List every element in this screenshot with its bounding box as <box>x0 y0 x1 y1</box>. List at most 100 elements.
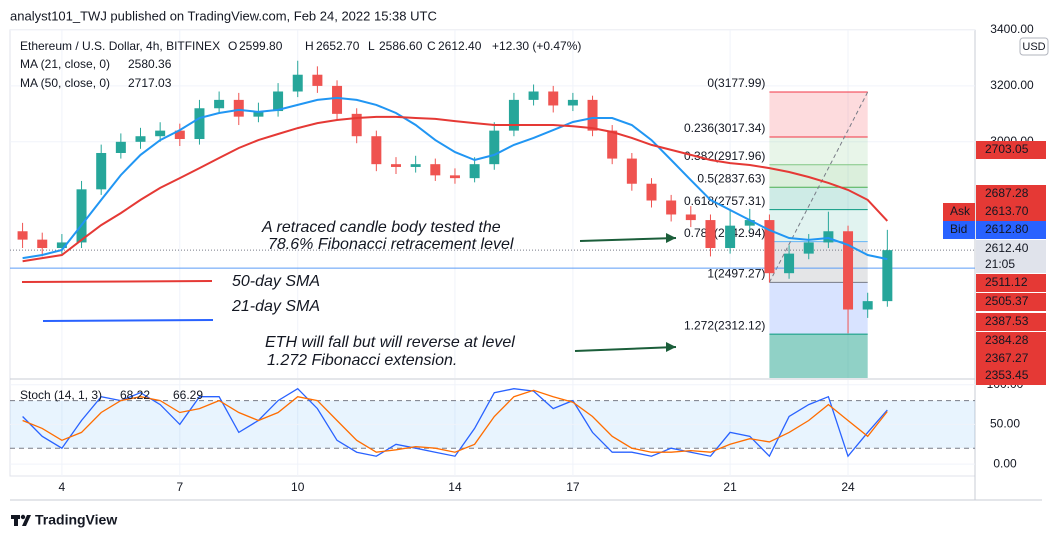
price-badge <box>976 293 1046 311</box>
candle-body <box>567 99 578 106</box>
quote-change: +12.30 (+0.47%) <box>492 39 581 53</box>
candle-body <box>37 239 48 249</box>
x-tick-label: 17 <box>566 480 580 494</box>
price-badge <box>976 240 1046 273</box>
candle-body <box>174 130 185 140</box>
y-tick-label: 3400.00 <box>990 22 1034 36</box>
candle-body <box>626 158 637 184</box>
candle-body <box>882 250 893 302</box>
quote-key: L <box>368 39 375 53</box>
arrow <box>574 346 677 352</box>
candle-body <box>115 141 126 153</box>
candle-body <box>587 99 598 131</box>
fib-label: 1.272(2312.12) <box>684 318 765 332</box>
fib-label: 0.5(2837.63) <box>697 171 765 185</box>
x-tick-label: 10 <box>291 480 305 494</box>
candle-body <box>96 152 107 190</box>
candle-body <box>371 136 382 165</box>
fib-zone <box>769 164 868 188</box>
annotation: 78.6% Fibonacci retracement level <box>268 236 514 253</box>
quote-key: O <box>228 39 237 53</box>
ma-line <box>22 115 889 263</box>
fib-label: 0.236(3017.34) <box>684 121 765 135</box>
legend-name: MA (21, close, 0) <box>20 57 110 71</box>
quote-value: 2599.80 <box>239 39 283 53</box>
candle-body <box>744 220 755 226</box>
price-badge-text: 2511.12 <box>985 275 1028 289</box>
brand: TradingView <box>35 512 117 528</box>
legend-value: 2580.36 <box>128 57 172 71</box>
quote-value: 2652.70 <box>316 39 360 53</box>
candle-body <box>56 242 67 249</box>
fib-zone <box>769 187 868 210</box>
candle-body <box>705 220 716 249</box>
price-badge <box>976 350 1046 368</box>
annotation: 21-day SMA <box>231 298 320 315</box>
stoch-pane <box>10 380 975 476</box>
price-badge-text: 2353.45 <box>985 368 1029 382</box>
candle-body <box>273 91 284 112</box>
price-badge-text: 2505.37 <box>985 294 1029 308</box>
candle-body <box>430 164 441 176</box>
quote-value: 2586.60 <box>379 39 423 53</box>
candle-body <box>76 189 87 243</box>
fib-zone <box>769 334 868 378</box>
price-badge <box>976 203 1046 221</box>
x-tick-label: 24 <box>841 480 855 494</box>
price-badge-text: 2612.80 <box>985 222 1029 236</box>
candle-body <box>214 99 225 109</box>
candle-body <box>725 225 736 249</box>
price-badge-text: 2387.53 <box>985 314 1029 328</box>
arrow-head <box>666 342 676 352</box>
price-badge-text: 2703.05 <box>985 142 1029 156</box>
x-tick-label: 14 <box>448 480 462 494</box>
candle-body <box>528 91 539 100</box>
candle-body <box>449 175 460 179</box>
sma-marker <box>42 319 214 322</box>
legend-value: 66.29 <box>173 388 203 402</box>
price-badge-text: 2612.40 <box>985 241 1029 255</box>
candle-body <box>194 108 205 140</box>
candle-body <box>312 74 323 86</box>
logo <box>11 514 31 526</box>
price-badge <box>976 367 1046 385</box>
price-badge <box>976 313 1046 331</box>
candle-body <box>351 113 362 137</box>
candle-body <box>410 164 421 167</box>
arrow <box>579 237 677 242</box>
stoch-title: Stoch (14, 1, 3) <box>20 388 102 402</box>
badge-tag-text: Bid <box>950 222 967 236</box>
price-badge-text: 2613.70 <box>985 204 1029 218</box>
y-tick-label: 0.00 <box>993 456 1017 470</box>
price-badge <box>976 221 1046 239</box>
fib-zone <box>769 136 868 165</box>
currency: USD <box>1022 41 1045 53</box>
candle-body <box>253 111 264 117</box>
y-tick-label: 3200.00 <box>990 78 1034 92</box>
candle-body <box>784 253 795 274</box>
candle-body <box>233 99 244 117</box>
candle-body <box>646 183 657 201</box>
annotation: ETH will fall but will reverse at level <box>265 334 515 351</box>
overlay: 4710141721243400.003200.003000.00USD100.… <box>20 22 1049 494</box>
annotation: A retraced candle body tested the <box>261 219 501 236</box>
candle-body <box>292 74 303 92</box>
currency-badge <box>1019 37 1049 56</box>
candle-body <box>666 200 677 215</box>
candle-body <box>823 231 834 243</box>
price-badge <box>976 141 1046 159</box>
x-tick-label: 21 <box>723 480 737 494</box>
arrow-head <box>666 233 676 243</box>
fib-trend <box>768 91 869 283</box>
annotation: 1.272 Fibonacci extension. <box>267 352 457 369</box>
candle-body <box>803 242 814 254</box>
candle-body <box>469 164 480 179</box>
fib-label: 0.618(2757.31) <box>684 194 765 208</box>
candle-body <box>508 99 519 131</box>
candle-body <box>155 130 166 137</box>
candle-body <box>607 130 618 159</box>
symbol: Ethereum / U.S. Dollar, 4h, BITFINEX <box>20 39 220 53</box>
candle-body <box>548 91 559 106</box>
